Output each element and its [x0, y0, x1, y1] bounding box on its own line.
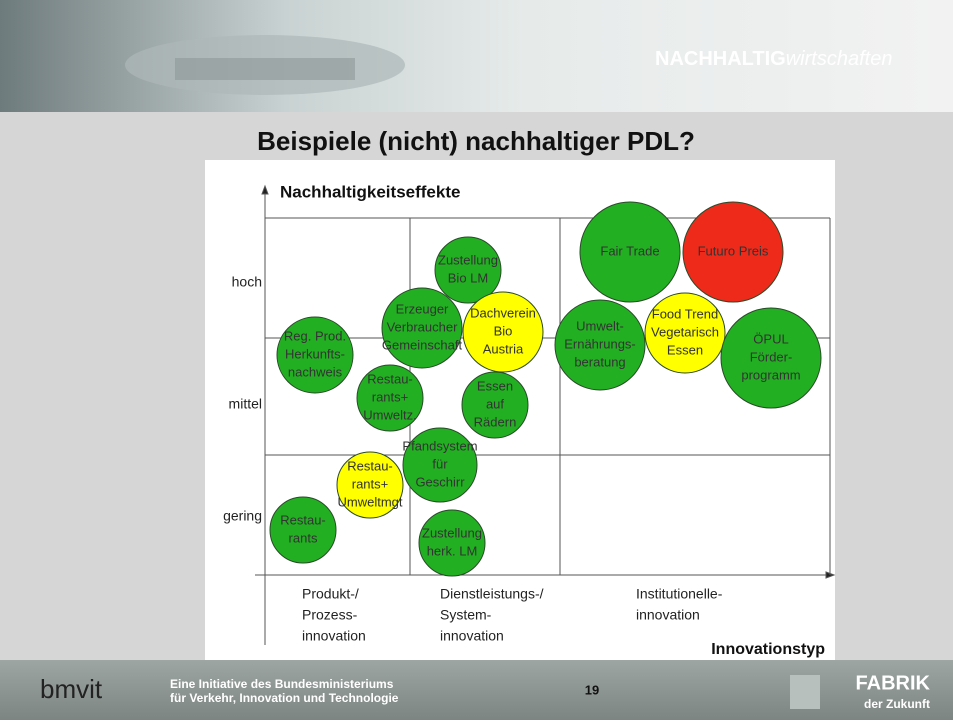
brand: FABRIK: [856, 672, 931, 694]
bubble-label: Dachverein: [470, 305, 536, 320]
x-category-label: Produkt-/: [302, 586, 359, 602]
x-category-label: Prozess-: [302, 607, 358, 623]
bubble-label: Essen: [667, 342, 703, 357]
bubble-label: Essen: [477, 378, 513, 393]
x-category-label: Institutionelle-: [636, 586, 723, 602]
page: NACHHALTIGwirtschaften Beispiele (nicht)…: [0, 0, 953, 720]
x-category-label: innovation: [636, 607, 700, 623]
slide: NACHHALTIGwirtschaften Beispiele (nicht)…: [0, 0, 953, 720]
bubble-label: rants+: [352, 476, 389, 491]
bubble-label: Food Trend: [652, 306, 719, 321]
bubble-label: Bio: [494, 323, 513, 338]
brand-sub: der Zukunft: [864, 697, 930, 711]
bubble-label: Futuro Preis: [698, 243, 769, 258]
bubble-label: auf: [486, 396, 504, 411]
bubble-label: Ernährungs-: [564, 336, 636, 351]
bubble-label: Fair Trade: [600, 243, 659, 258]
bubble-label: Gemeinschaft: [382, 337, 463, 352]
x-category-label: innovation: [440, 628, 504, 644]
bubble-label: Rädern: [474, 414, 517, 429]
bubble-label: Vegetarisch: [651, 324, 719, 339]
bubble-label: programm: [741, 367, 800, 382]
slide-title: Beispiele (nicht) nachhaltiger PDL?: [257, 126, 695, 156]
x-axis-label: Innovationstyp: [711, 641, 825, 658]
page-number: 19: [585, 682, 599, 697]
logo: NACHHALTIGwirtschaften: [655, 48, 892, 70]
bubble-label: Erzeuger: [396, 301, 449, 316]
y-level-label: gering: [223, 508, 262, 524]
bubble-label: ÖPUL: [753, 331, 788, 346]
x-category-label: innovation: [302, 628, 366, 644]
bubble-label: Austria: [483, 341, 524, 356]
bubble-label: Umwelt-: [576, 318, 624, 333]
x-category-label: Dienstleistungs-/: [440, 586, 544, 602]
bubble-label: Umweltmgt: [337, 494, 402, 509]
bubble-label: rants+: [372, 389, 409, 404]
x-category-label: System-: [440, 607, 492, 623]
bubble-label: Förder-: [750, 349, 793, 364]
bubble-label: Pfandsystem: [402, 438, 477, 453]
bubble-label: Restau-: [367, 371, 413, 386]
brand-icon: [790, 675, 820, 709]
gear-teeth: [175, 58, 355, 80]
bubble-label: Zustellung: [438, 252, 498, 267]
bubble-label: Zustellung: [422, 525, 482, 540]
bubble-label: rants: [289, 530, 318, 545]
bubble-label: nachweis: [288, 364, 343, 379]
y-level-label: hoch: [232, 274, 262, 290]
footer-text: für Verkehr, Innovation und Technologie: [170, 691, 399, 705]
bubble-label: Verbraucher: [387, 319, 458, 334]
bubble-label: Herkunfts-: [285, 346, 345, 361]
bubble-label: Geschirr: [415, 474, 465, 489]
footer-text: Eine Initiative des Bundesministeriums: [170, 677, 394, 691]
footer-logo: bmvit: [40, 674, 103, 704]
logo-bold: NACHHALTIG: [655, 48, 786, 70]
y-level-label: mittel: [229, 396, 262, 412]
bubble-label: herk. LM: [427, 543, 478, 558]
bubble-label: für: [432, 456, 448, 471]
bubble-label: Restau-: [280, 512, 326, 527]
bubble-label: Umweltz.: [363, 407, 416, 422]
logo-light: wirtschaften: [786, 48, 893, 70]
bubble-label: Reg. Prod.: [284, 328, 346, 343]
y-axis-label: Nachhaltigkeitseffekte: [280, 182, 460, 201]
bubble-label: Restau-: [347, 458, 393, 473]
bubble-label: beratung: [574, 354, 625, 369]
bubble-label: Bio LM: [448, 270, 488, 285]
